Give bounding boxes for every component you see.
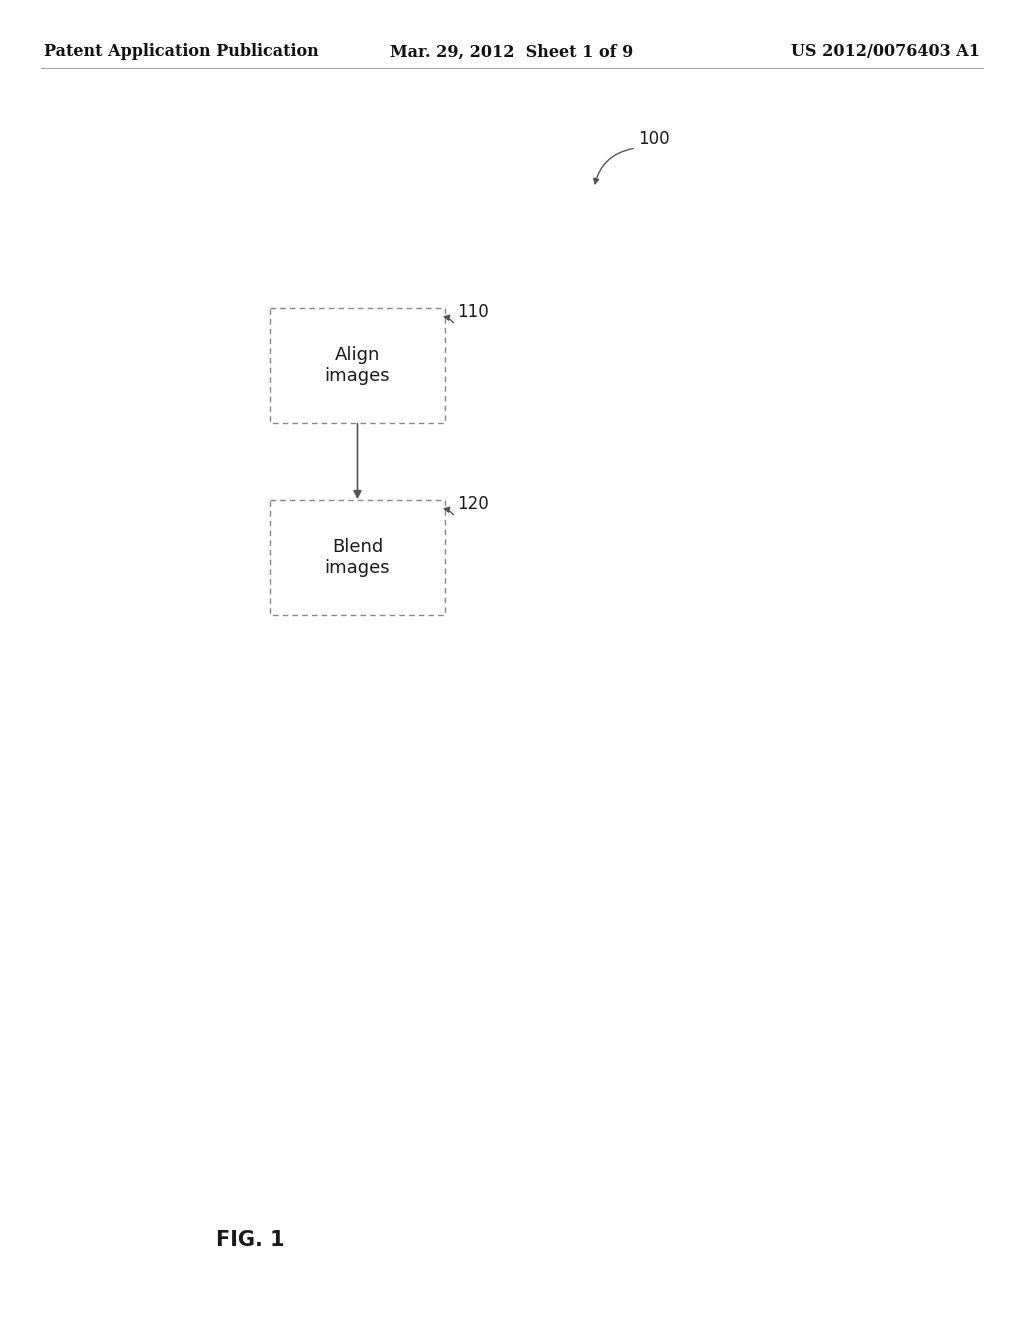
FancyArrowPatch shape <box>444 507 454 515</box>
FancyBboxPatch shape <box>270 500 445 615</box>
FancyArrowPatch shape <box>444 315 454 323</box>
FancyBboxPatch shape <box>270 308 445 422</box>
Text: US 2012/0076403 A1: US 2012/0076403 A1 <box>791 44 980 61</box>
Text: Align
images: Align images <box>325 346 390 385</box>
Text: Mar. 29, 2012  Sheet 1 of 9: Mar. 29, 2012 Sheet 1 of 9 <box>390 44 634 61</box>
Text: 120: 120 <box>457 495 488 513</box>
Text: 100: 100 <box>638 129 670 148</box>
Text: Patent Application Publication: Patent Application Publication <box>44 44 318 61</box>
Text: FIG. 1: FIG. 1 <box>216 1230 285 1250</box>
Text: Blend
images: Blend images <box>325 539 390 577</box>
Text: 110: 110 <box>457 304 488 321</box>
FancyArrowPatch shape <box>594 148 633 183</box>
